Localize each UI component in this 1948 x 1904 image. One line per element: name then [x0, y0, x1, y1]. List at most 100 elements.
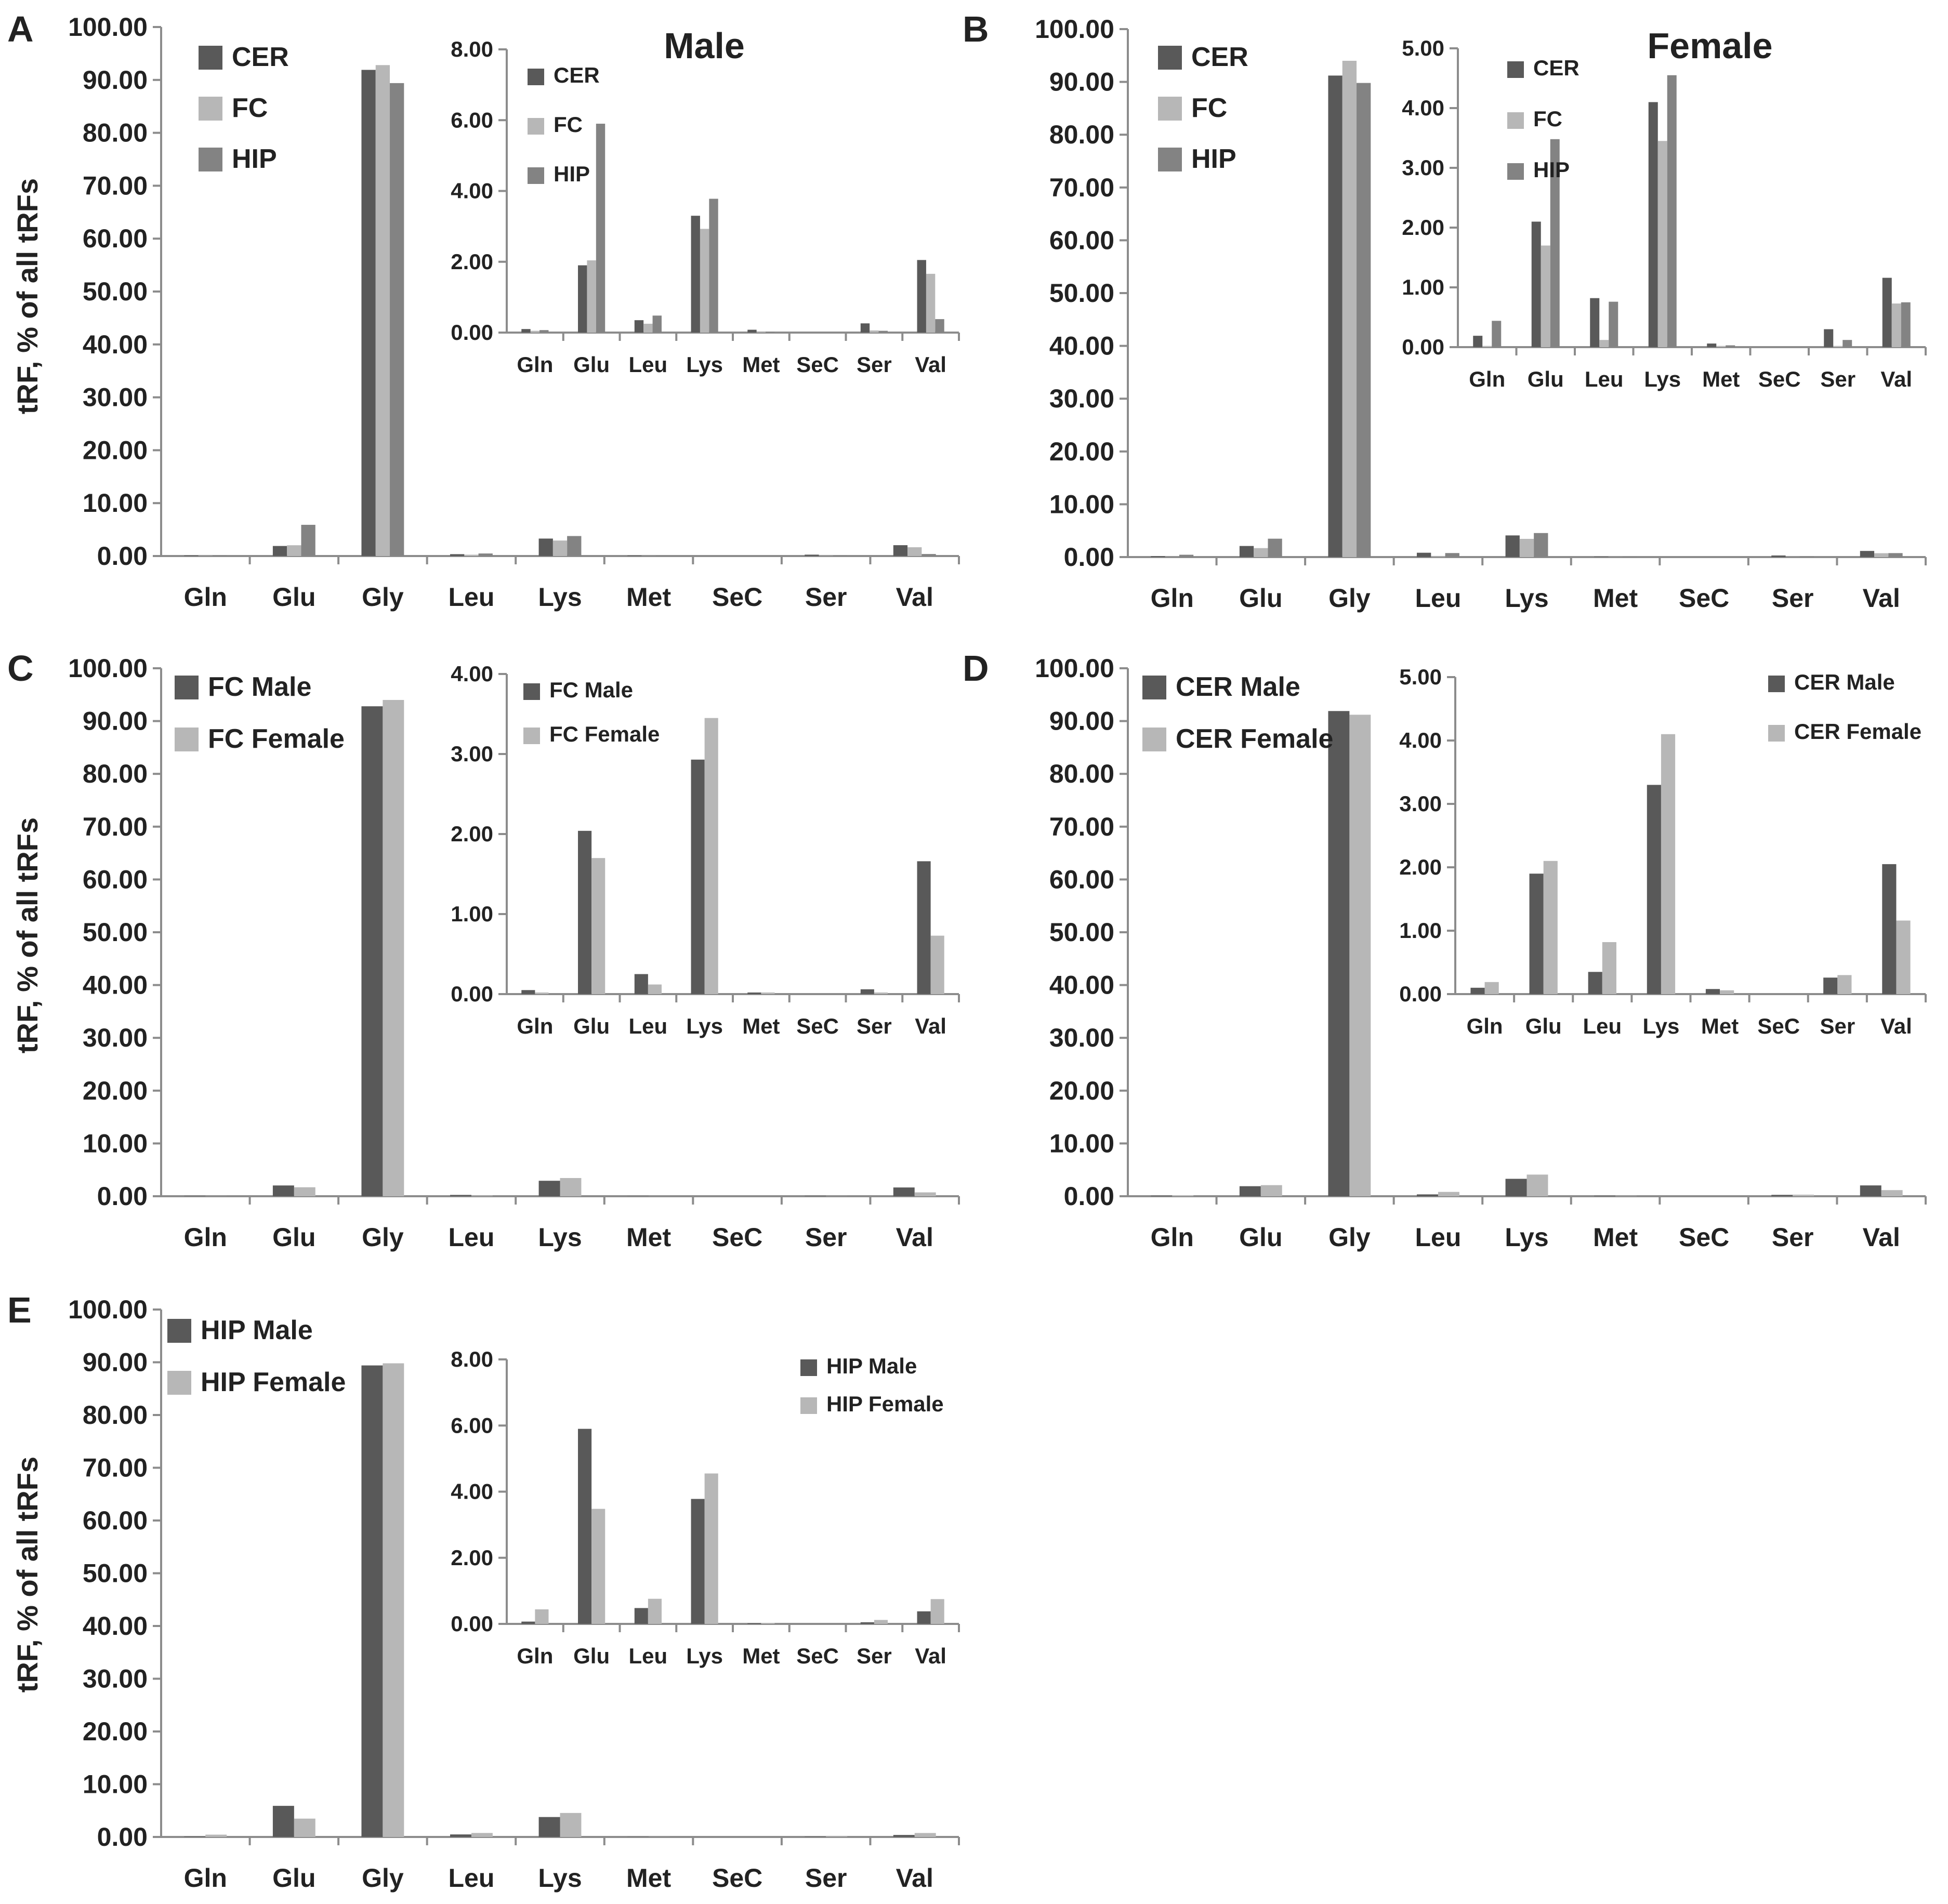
- B-main-bar-hip-glu: [1268, 538, 1282, 557]
- C-main-ytick-label: 10.00: [83, 1129, 148, 1158]
- B-inset-bar-hip-met: [1726, 345, 1735, 347]
- B-inset-bar-fc-leu: [1599, 340, 1609, 347]
- D-main-category-glu: Glu: [1239, 1223, 1282, 1252]
- C-main-bar-fc-male-glu: [272, 1185, 294, 1196]
- B-main-legend-label: FC: [1191, 93, 1227, 123]
- A-main-ytick-label: 100.00: [68, 12, 148, 42]
- B-main-legend-label: CER: [1191, 42, 1248, 72]
- D-main-category-ser: Ser: [1772, 1223, 1814, 1252]
- E-inset-ytick-label: 8.00: [451, 1347, 493, 1371]
- D-main-ytick-label: 70.00: [1049, 812, 1114, 841]
- E-main-category-val: Val: [896, 1863, 933, 1893]
- A-main-ytick-label: 70.00: [83, 171, 148, 200]
- C-inset-bar-fc-female-lys: [704, 718, 718, 994]
- A-main-bar-fc-val: [907, 547, 922, 556]
- E-inset-legend-swatch: [800, 1359, 817, 1376]
- A-main-bar-hip-gly: [390, 83, 404, 556]
- C-main-bar-fc-female-glu: [294, 1187, 315, 1196]
- D-inset-category-ser: Ser: [1820, 1014, 1855, 1038]
- E-main-category-lys: Lys: [538, 1863, 582, 1893]
- B-main-ytick-label: 20.00: [1049, 437, 1114, 466]
- E-main-ytick-label: 20.00: [83, 1717, 148, 1746]
- A-inset-legend-swatch: [528, 118, 544, 135]
- C-inset-category-leu: Leu: [629, 1014, 668, 1038]
- B-main-bar-hip-val: [1888, 553, 1903, 557]
- E-inset-category-val: Val: [915, 1644, 946, 1668]
- B-main-bar-fc-glu: [1254, 548, 1268, 557]
- C-main-category-lys: Lys: [538, 1223, 582, 1252]
- E-inset-bar-hip-male-gln: [521, 1621, 535, 1624]
- A-main-bar-cer-ser: [805, 554, 819, 556]
- C-main-bar-fc-male-leu: [450, 1195, 471, 1196]
- E-inset-bar-hip-male-val: [917, 1611, 931, 1624]
- C-main-category-ser: Ser: [805, 1223, 847, 1252]
- B-inset-ytick-label: 2.00: [1402, 215, 1444, 240]
- B-inset-title: Female: [1647, 25, 1772, 66]
- B-inset-category-lys: Lys: [1644, 367, 1681, 391]
- D-main-category-gln: Gln: [1151, 1223, 1194, 1252]
- E-main-ylabel: tRF, % of all tRFs: [11, 1457, 44, 1693]
- A-inset-bar-cer-val: [917, 260, 926, 333]
- A-main-category-leu: Leu: [448, 583, 494, 612]
- D-inset-category-gln: Gln: [1467, 1014, 1503, 1038]
- B-inset-ytick-label: 1.00: [1402, 275, 1444, 299]
- A-main-ytick-label: 10.00: [83, 488, 148, 518]
- C-main-ytick-label: 0.00: [97, 1182, 148, 1211]
- A-inset-bar-fc-met: [756, 332, 766, 333]
- E-inset-category-met: Met: [742, 1644, 780, 1668]
- D-main-bar-cer-female-val: [1881, 1190, 1903, 1196]
- C-inset-bar-fc-female-met: [761, 992, 775, 994]
- E-main-category-gly: Gly: [362, 1863, 404, 1893]
- D-inset-category-sec: SeC: [1757, 1014, 1800, 1038]
- B-main-legend-swatch: [1158, 97, 1182, 121]
- D-inset-bar-cer-female-gln: [1484, 982, 1499, 994]
- B-inset-bar-fc-glu: [1541, 245, 1550, 347]
- E-inset-category-lys: Lys: [686, 1644, 723, 1668]
- C-inset-category-met: Met: [742, 1014, 780, 1038]
- C-inset-bar-fc-female-glu: [591, 858, 606, 994]
- D-main-panel-letter: D: [963, 648, 989, 689]
- C-inset-bar-fc-male-leu: [634, 974, 648, 994]
- D-inset-ytick-label: 1.00: [1399, 918, 1442, 943]
- A-inset-bar-cer-gln: [521, 329, 531, 333]
- A-inset-bar-fc-val: [926, 273, 936, 333]
- D-main-bar-cer-male-gly: [1328, 711, 1350, 1196]
- A-main-ytick-label: 20.00: [83, 435, 148, 465]
- D-main-bar-cer-female-gly: [1349, 715, 1371, 1196]
- A-main-bar-hip-glu: [301, 524, 315, 556]
- C-inset-ytick-label: 3.00: [451, 742, 493, 766]
- C-inset-bar-fc-male-lys: [691, 759, 705, 994]
- D-main-legend-swatch: [1142, 676, 1166, 699]
- C-inset-bar-fc-male-ser: [860, 989, 874, 994]
- A-main-ylabel: tRF, % of all tRFs: [11, 178, 44, 414]
- C-inset-bar-fc-male-val: [917, 861, 931, 994]
- E-inset-ytick-label: 2.00: [451, 1545, 493, 1570]
- B-main-bar-hip-lys: [1534, 533, 1548, 557]
- E-main-ytick-label: 80.00: [83, 1400, 148, 1430]
- C-main-legend-label: FC Female: [208, 724, 345, 754]
- D-main-category-sec: SeC: [1679, 1223, 1729, 1252]
- A-main-legend-swatch: [199, 97, 222, 121]
- C-main-legend-swatch: [175, 728, 199, 751]
- D-inset-bar-cer-male-glu: [1529, 874, 1544, 994]
- C-inset-bar-fc-male-gln: [521, 990, 535, 994]
- C-main-ytick-label: 40.00: [83, 971, 148, 1000]
- B-main-bar-fc-gly: [1342, 60, 1357, 557]
- B-inset-category-ser: Ser: [1820, 367, 1855, 391]
- A-main-bar-cer-val: [893, 545, 908, 556]
- B-main-category-met: Met: [1593, 584, 1638, 613]
- B-main-ytick-label: 0.00: [1064, 543, 1114, 572]
- B-inset-category-glu: Glu: [1528, 367, 1564, 391]
- C-inset-category-lys: Lys: [686, 1014, 723, 1038]
- E-inset-legend-label: HIP Male: [826, 1354, 917, 1378]
- A-main-bar-cer-lys: [538, 538, 553, 556]
- B-inset-bar-hip-gln: [1492, 321, 1502, 347]
- A-main-category-met: Met: [626, 583, 671, 612]
- A-main-category-lys: Lys: [538, 583, 582, 612]
- B-main-bar-fc-val: [1874, 553, 1889, 557]
- C-inset-category-glu: Glu: [573, 1014, 610, 1038]
- D-inset-bar-cer-male-met: [1705, 989, 1720, 994]
- B-main-ytick-label: 70.00: [1049, 173, 1114, 202]
- E-main-bar-hip-male-ser: [805, 1836, 826, 1837]
- A-inset-ytick-label: 2.00: [451, 249, 493, 274]
